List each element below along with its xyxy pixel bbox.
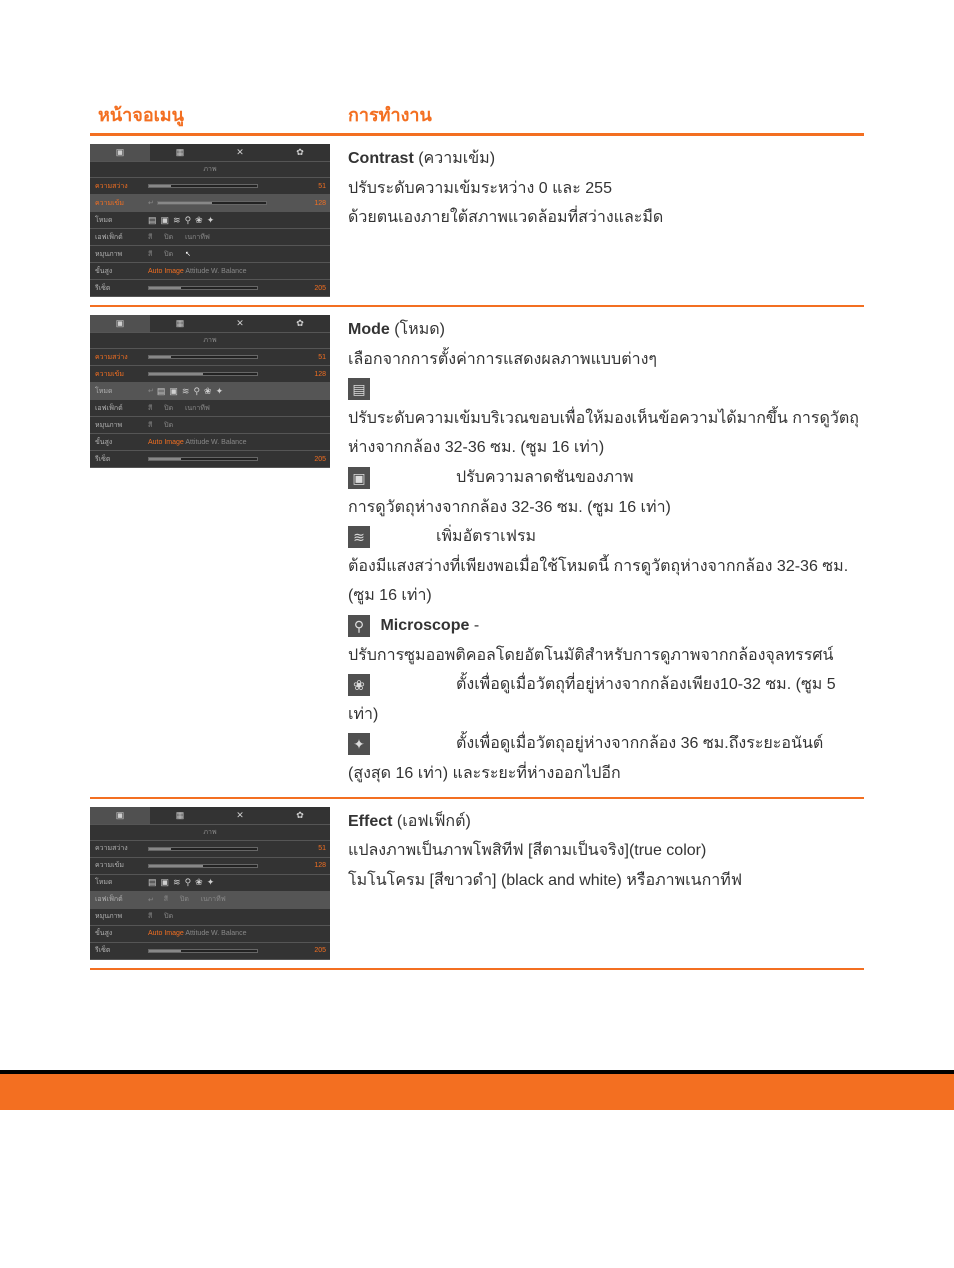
tab-camera-icon[interactable]: ▦ bbox=[150, 315, 210, 332]
contrast-p1: ปรับระดับความเข้มระหว่าง 0 และ 255 bbox=[348, 174, 860, 204]
tab-image-icon[interactable]: ▣ bbox=[90, 315, 150, 332]
mode-micro-bold: Microscope bbox=[380, 617, 469, 634]
mode-p9: ตั้งเพื่อดูเมื่อวัตถุอยู่ห่างจากกล้อง 36… bbox=[348, 735, 823, 782]
contrast-title-bold: Contrast bbox=[348, 150, 414, 167]
section-right-mode: Mode (โหมด) เลือกจากการตั้งค่าการแสดงผลภ… bbox=[340, 315, 864, 789]
mode-runner-icon: ≋ bbox=[173, 215, 181, 226]
mode-p8: ตั้งเพื่อดูเมื่อวัตถุที่อยู่ห่างจากกล้อง… bbox=[348, 676, 836, 723]
mode-micro-dash: - bbox=[469, 617, 479, 634]
row-brightness-label: ความสว่าง bbox=[90, 181, 148, 192]
row-effect-label: เอฟเฟ็กต์ bbox=[90, 232, 148, 243]
microscope-icon: ⚲ bbox=[348, 615, 370, 637]
page-footer bbox=[0, 1070, 954, 1110]
section-mode: ▣ ▦ ✕ ✿ ภาพ ความสว่าง51 ความเข้ม128 โหมด… bbox=[90, 307, 864, 799]
row-mode-label: โหมด bbox=[90, 215, 148, 226]
mode-p6: ต้องมีแสงสว่างที่เพียงพอเมื่อใช้โหมดนี้ … bbox=[348, 552, 860, 611]
tab-gear-icon[interactable]: ✿ bbox=[270, 315, 330, 332]
tab-tools-icon[interactable]: ✕ bbox=[210, 144, 270, 161]
section-effect: ▣ ▦ ✕ ✿ ภาพ ความสว่าง51 ความเข้ม128 โหมด… bbox=[90, 799, 864, 970]
section-left-contrast: ▣ ▦ ✕ ✿ ภาพ ความสว่าง 51 ความเข้ม↵ 128 โหม… bbox=[90, 144, 340, 297]
mode-microscope-icon: ⚲ bbox=[185, 215, 192, 226]
section-left-effect: ▣ ▦ ✕ ✿ ภาพ ความสว่าง51 ความเข้ม128 โหมด… bbox=[90, 807, 340, 960]
tab-camera-icon[interactable]: ▦ bbox=[150, 807, 210, 824]
tab-image-icon[interactable]: ▣ bbox=[90, 807, 150, 824]
tab-image-icon[interactable]: ▣ bbox=[90, 144, 150, 161]
runner-icon: ≋ bbox=[348, 526, 370, 548]
mode-p5: เพิ่มอัตราเฟรม bbox=[436, 528, 536, 545]
menu-subtitle: ภาพ bbox=[90, 162, 330, 178]
row-advanced-label: ขั้นสูง bbox=[90, 266, 148, 277]
section-contrast: ▣ ▦ ✕ ✿ ภาพ ความสว่าง 51 ความเข้ม↵ 128 โหม… bbox=[90, 136, 864, 307]
row-preset-label: รีเซ็ต bbox=[90, 283, 148, 294]
row-rotation-label: หมุนภาพ bbox=[90, 249, 148, 260]
row-contrast-value: 128 bbox=[308, 200, 330, 207]
menu-panel-effect: ▣ ▦ ✕ ✿ ภาพ ความสว่าง51 ความเข้ม128 โหมด… bbox=[90, 807, 330, 960]
effect-on: สี bbox=[148, 232, 152, 243]
menu-tabs: ▣ ▦ ✕ ✿ bbox=[90, 144, 330, 162]
macro-icon: ❀ bbox=[348, 674, 370, 696]
mode-p7: ปรับการซูมออพติคอลโดยอัตโนมัติสำหรับการด… bbox=[348, 641, 860, 671]
menu-panel-mode: ▣ ▦ ✕ ✿ ภาพ ความสว่าง51 ความเข้ม128 โหมด… bbox=[90, 315, 330, 468]
tab-camera-icon[interactable]: ▦ bbox=[150, 144, 210, 161]
mode-p4: การดูวัตถุห่างจากกล้อง 32-36 ซม. (ซูม 16… bbox=[348, 493, 860, 523]
effect-p1: แปลงภาพเป็นภาพโพสิทีฟ [สีตามเป็นจริง](tr… bbox=[348, 836, 860, 866]
row-brightness-value: 51 bbox=[308, 183, 330, 190]
tab-tools-icon[interactable]: ✕ bbox=[210, 315, 270, 332]
return-icon: ↵ bbox=[148, 199, 154, 207]
effect-title-bold: Effect bbox=[348, 813, 392, 830]
photo-icon: ▣ bbox=[348, 467, 370, 489]
section-right-effect: Effect (เอฟเฟ็กต์) แปลงภาพเป็นภาพโพสิทีฟ… bbox=[340, 807, 864, 960]
section-left-mode: ▣ ▦ ✕ ✿ ภาพ ความสว่าง51 ความเข้ม128 โหมด… bbox=[90, 315, 340, 789]
mode-title-bold: Mode bbox=[348, 321, 390, 338]
row-contrast-label: ความเข้ม bbox=[90, 198, 148, 209]
contrast-p2: ด้วยตนเองภายใต้สภาพแวดล้อมที่สว่างและมืด bbox=[348, 203, 860, 233]
tab-gear-icon[interactable]: ✿ bbox=[270, 807, 330, 824]
mode-macro-icon: ❀ bbox=[195, 215, 203, 226]
menu-panel-contrast: ▣ ▦ ✕ ✿ ภาพ ความสว่าง 51 ความเข้ม↵ 128 โหม… bbox=[90, 144, 330, 297]
mode-p2: ปรับระดับความเข้มบริเวณขอบเพื่อให้มองเห็… bbox=[348, 404, 860, 463]
infinity-icon: ✦ bbox=[348, 733, 370, 755]
table-header: หน้าจอเมนู การทำงาน bbox=[90, 100, 864, 136]
section-right-contrast: Contrast (ความเข้ม) ปรับระดับความเข้มระห… bbox=[340, 144, 864, 297]
tab-gear-icon[interactable]: ✿ bbox=[270, 144, 330, 161]
cursor-icon: ↖ bbox=[185, 250, 191, 258]
mode-p3: ปรับความลาดชันของภาพ bbox=[456, 469, 634, 486]
effect-p2: โมโนโครม [สีขาวดำ] (black and white) หรื… bbox=[348, 866, 860, 896]
mode-p1: เลือกจากการตั้งค่าการแสดงผลภาพแบบต่างๆ bbox=[348, 345, 860, 375]
tab-tools-icon[interactable]: ✕ bbox=[210, 807, 270, 824]
contrast-title-rest: (ความเข้ม) bbox=[414, 150, 495, 167]
doc-icon: ▤ bbox=[348, 378, 370, 400]
effect-title-rest: (เอฟเฟ็กต์) bbox=[392, 813, 470, 830]
header-left: หน้าจอเมนู bbox=[90, 100, 340, 133]
mode-title-rest: (โหมด) bbox=[390, 321, 445, 338]
mode-infinity-icon: ✦ bbox=[207, 215, 215, 226]
row-preset-value: 205 bbox=[308, 285, 330, 292]
mode-photo-icon: ▣ bbox=[161, 215, 170, 226]
header-right: การทำงาน bbox=[340, 100, 864, 133]
mode-doc-icon: ▤ bbox=[148, 215, 157, 226]
